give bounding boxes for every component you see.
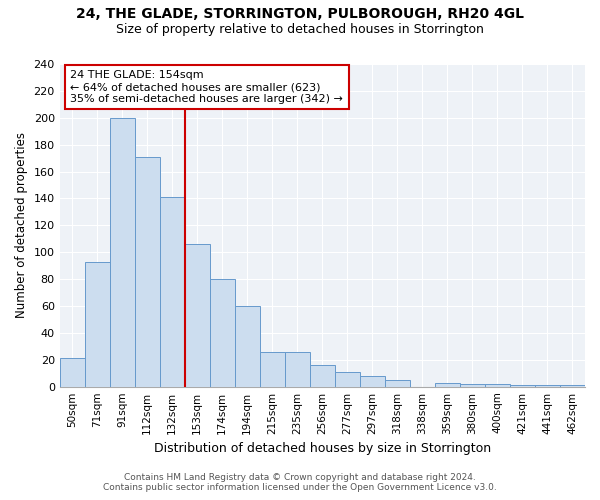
Bar bbox=[210, 279, 235, 386]
Bar bbox=[310, 365, 335, 386]
Bar bbox=[460, 384, 485, 386]
Y-axis label: Number of detached properties: Number of detached properties bbox=[15, 132, 28, 318]
Bar bbox=[360, 376, 385, 386]
Bar bbox=[160, 197, 185, 386]
Bar bbox=[110, 118, 135, 386]
Text: Size of property relative to detached houses in Storrington: Size of property relative to detached ho… bbox=[116, 22, 484, 36]
Bar bbox=[185, 244, 210, 386]
Bar bbox=[485, 384, 510, 386]
Bar bbox=[260, 352, 285, 386]
Bar bbox=[85, 262, 110, 386]
Bar bbox=[235, 306, 260, 386]
X-axis label: Distribution of detached houses by size in Storrington: Distribution of detached houses by size … bbox=[154, 442, 491, 455]
Bar bbox=[285, 352, 310, 386]
Bar bbox=[59, 358, 85, 386]
Text: 24 THE GLADE: 154sqm
← 64% of detached houses are smaller (623)
35% of semi-deta: 24 THE GLADE: 154sqm ← 64% of detached h… bbox=[70, 70, 343, 104]
Bar bbox=[335, 372, 360, 386]
Text: 24, THE GLADE, STORRINGTON, PULBOROUGH, RH20 4GL: 24, THE GLADE, STORRINGTON, PULBOROUGH, … bbox=[76, 8, 524, 22]
Bar bbox=[135, 157, 160, 386]
Bar bbox=[385, 380, 410, 386]
Bar bbox=[435, 382, 460, 386]
Text: Contains HM Land Registry data © Crown copyright and database right 2024.
Contai: Contains HM Land Registry data © Crown c… bbox=[103, 473, 497, 492]
